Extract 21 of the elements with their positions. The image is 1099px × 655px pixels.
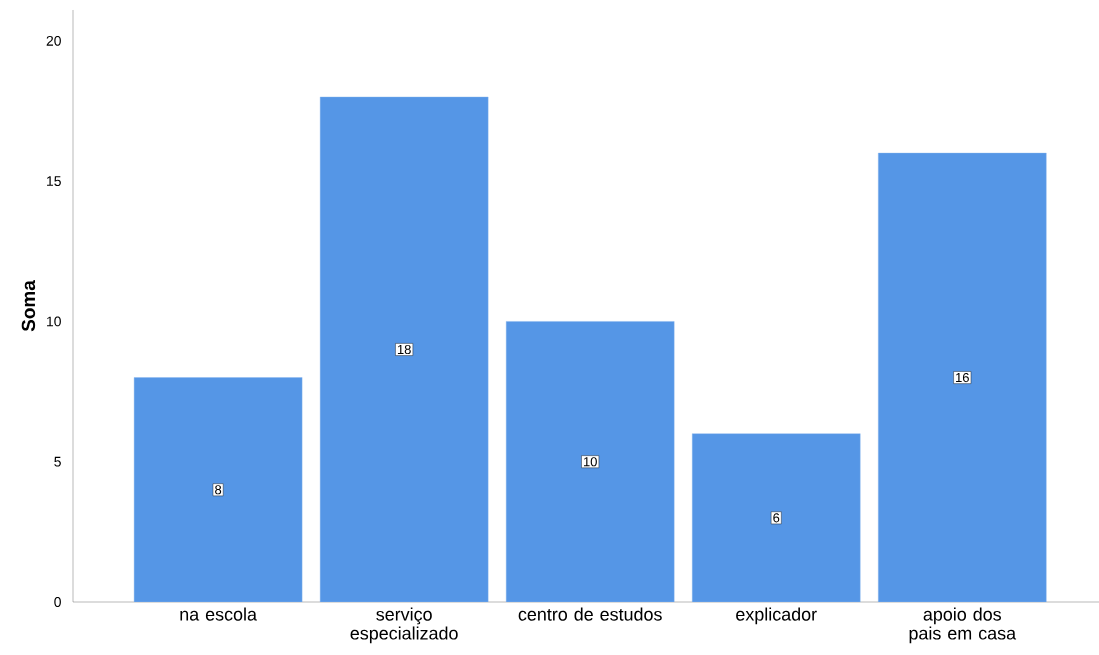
x-tick-label: apoio dos pais em casa <box>909 607 1017 644</box>
data-label: 16 <box>956 372 969 383</box>
bar <box>878 152 1047 602</box>
x-tick-label: centro de estudos <box>518 607 662 621</box>
data-label: 10 <box>583 457 597 467</box>
data-label: 18 <box>397 344 411 355</box>
x-tick-label: explicador <box>736 607 817 625</box>
y-axis-title: Soma <box>21 280 36 332</box>
y-tick-label: 15 <box>47 176 61 187</box>
data-label: 8 <box>215 485 222 495</box>
y-tick-label: 0 <box>54 597 61 607</box>
x-tick-label: na escola <box>180 607 257 621</box>
bar <box>319 96 489 602</box>
data-label: 6 <box>773 513 780 523</box>
y-tick-label: 20 <box>46 35 61 46</box>
bar <box>133 377 303 602</box>
bar <box>506 321 675 602</box>
x-tick-label: serviço especializado <box>350 607 458 644</box>
y-tick-label: 5 <box>54 456 61 467</box>
bar <box>692 433 861 602</box>
y-tick-label: 10 <box>47 316 61 327</box>
